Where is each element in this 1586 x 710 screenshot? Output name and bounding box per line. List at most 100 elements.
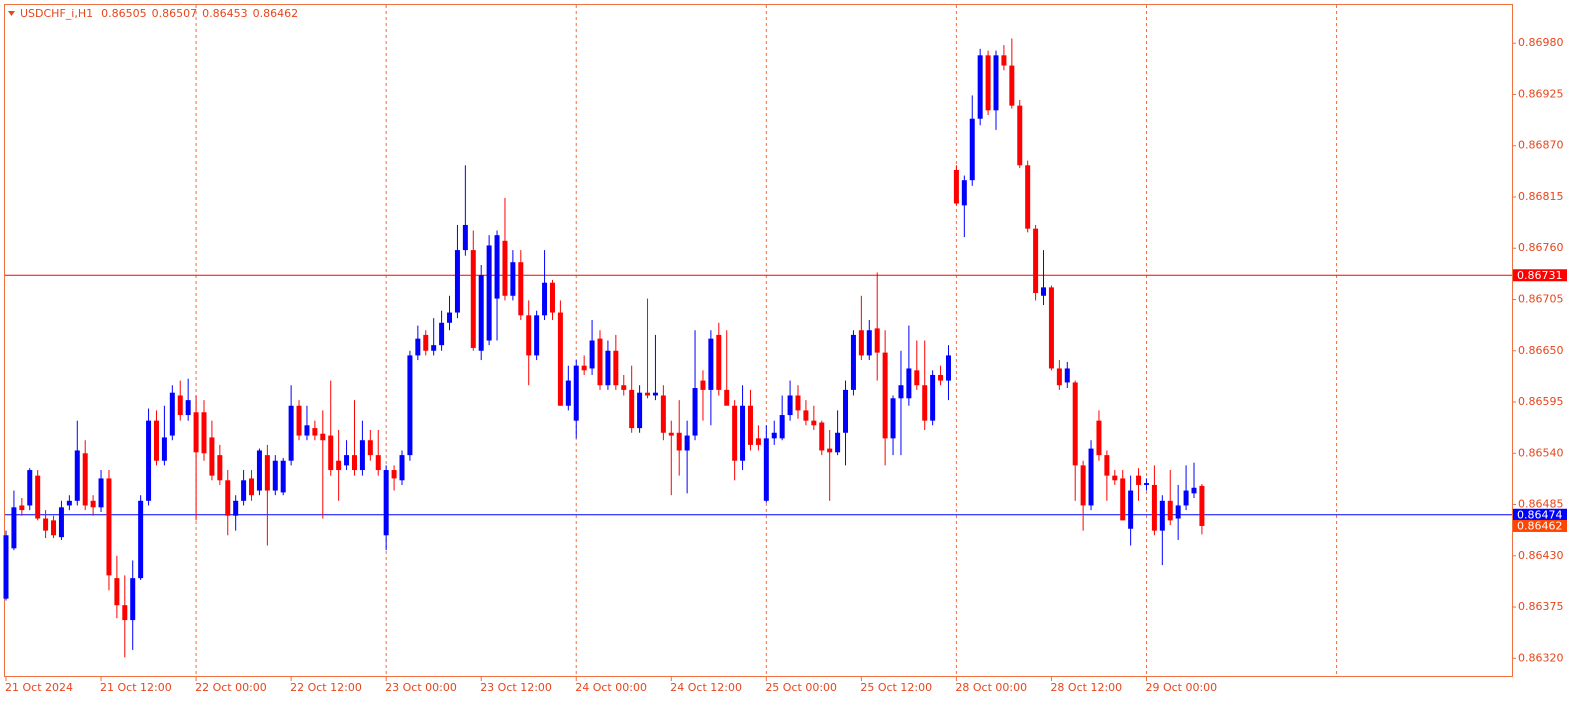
x-tick-label: 21 Oct 2024 bbox=[5, 681, 73, 694]
x-tick-label: 29 Oct 00:00 bbox=[1145, 681, 1217, 694]
candle-body bbox=[169, 392, 175, 436]
candle-body bbox=[383, 470, 389, 536]
candle-body bbox=[914, 370, 920, 386]
candle-body bbox=[1017, 105, 1023, 166]
y-tick-label: 0.86980 bbox=[1518, 36, 1564, 49]
candle-body bbox=[1041, 287, 1047, 296]
candle-body bbox=[264, 455, 270, 491]
candle-body bbox=[819, 422, 825, 451]
last-close: 0.86462 bbox=[253, 7, 299, 20]
y-tick-label: 0.86925 bbox=[1518, 87, 1564, 100]
candle-body bbox=[74, 450, 80, 501]
candle-body bbox=[993, 55, 999, 111]
candle-body bbox=[1080, 465, 1086, 506]
candle-body bbox=[795, 395, 801, 411]
candle-body bbox=[811, 420, 817, 426]
candle-body bbox=[779, 415, 785, 439]
candle-body bbox=[217, 455, 223, 481]
candle-body bbox=[1072, 382, 1078, 466]
candle-body bbox=[1025, 165, 1031, 229]
x-tick-label: 22 Oct 00:00 bbox=[195, 681, 267, 694]
candle-body bbox=[747, 405, 753, 445]
candle-body bbox=[106, 478, 112, 576]
candle-body bbox=[486, 245, 492, 341]
candle-body bbox=[399, 455, 405, 481]
candle-body bbox=[985, 55, 991, 111]
candle-body bbox=[708, 338, 714, 390]
candle-body bbox=[565, 380, 571, 406]
candle-body bbox=[605, 350, 611, 386]
candle-body bbox=[19, 505, 25, 511]
candle-body bbox=[1143, 483, 1149, 485]
candle-body bbox=[423, 334, 429, 351]
candle-body bbox=[407, 355, 413, 456]
last-low: 0.86453 bbox=[202, 7, 248, 20]
candle-body bbox=[1120, 478, 1126, 521]
x-tick-label: 23 Oct 00:00 bbox=[385, 681, 457, 694]
candle-body bbox=[827, 448, 833, 453]
last-price-label: 0.86462 bbox=[1517, 519, 1563, 532]
candle-body bbox=[1128, 490, 1134, 529]
candle-body bbox=[351, 455, 357, 471]
candle-body bbox=[724, 389, 730, 406]
candle-body bbox=[660, 395, 666, 433]
candle-body bbox=[177, 395, 183, 416]
candle-body bbox=[1112, 475, 1118, 481]
candle-body bbox=[359, 440, 365, 471]
candle-body bbox=[1064, 368, 1070, 383]
candle-body bbox=[803, 410, 809, 421]
x-tick-label: 25 Oct 00:00 bbox=[765, 681, 837, 694]
candle-body bbox=[700, 380, 706, 390]
candle-body bbox=[1199, 485, 1205, 526]
candle-body bbox=[1048, 287, 1054, 369]
candle-body bbox=[336, 460, 342, 471]
candle-body bbox=[241, 480, 247, 501]
candle-body bbox=[328, 435, 334, 471]
candle-body bbox=[676, 432, 682, 451]
candle-body bbox=[534, 315, 540, 356]
candle-body bbox=[866, 330, 872, 356]
candle-body bbox=[146, 420, 152, 501]
candle-body bbox=[462, 224, 468, 251]
header-arrow bbox=[8, 11, 15, 16]
price-line-box bbox=[1513, 269, 1567, 282]
candle-body bbox=[1159, 500, 1165, 531]
candle-body bbox=[581, 365, 587, 371]
last-high: 0.86507 bbox=[152, 7, 198, 20]
candle-body bbox=[130, 578, 136, 621]
candle-body bbox=[312, 428, 318, 436]
candle-body bbox=[938, 374, 944, 381]
candle-body bbox=[858, 330, 864, 356]
candle-body bbox=[415, 338, 421, 356]
candle-body bbox=[1009, 65, 1015, 106]
candle-body bbox=[906, 368, 912, 399]
x-tick-label: 21 Oct 12:00 bbox=[100, 681, 172, 694]
candle-body bbox=[185, 400, 191, 416]
candle-body bbox=[716, 334, 722, 390]
candle-body bbox=[740, 405, 746, 461]
x-tick-label: 24 Oct 00:00 bbox=[575, 681, 647, 694]
candle-body bbox=[249, 478, 255, 496]
y-tick-label: 0.86375 bbox=[1518, 600, 1564, 613]
candle-body bbox=[51, 520, 57, 536]
candle-body bbox=[304, 425, 310, 436]
candle-body bbox=[732, 405, 738, 461]
candle-body bbox=[1136, 475, 1142, 485]
candle-body bbox=[502, 240, 508, 296]
candle-body bbox=[367, 440, 373, 456]
candle-body bbox=[447, 312, 453, 323]
candle-body bbox=[98, 478, 104, 508]
candle-body bbox=[58, 507, 64, 538]
candles bbox=[3, 38, 1205, 658]
candle-body bbox=[637, 392, 643, 429]
candle-body bbox=[114, 578, 120, 606]
candle-body bbox=[431, 345, 437, 351]
price-line-box bbox=[1513, 508, 1567, 521]
candle-body bbox=[977, 55, 983, 119]
y-tick-label: 0.86320 bbox=[1518, 651, 1564, 664]
candle-body bbox=[945, 355, 951, 381]
last-open: 0.86505 bbox=[101, 7, 147, 20]
candle-body bbox=[201, 412, 207, 454]
